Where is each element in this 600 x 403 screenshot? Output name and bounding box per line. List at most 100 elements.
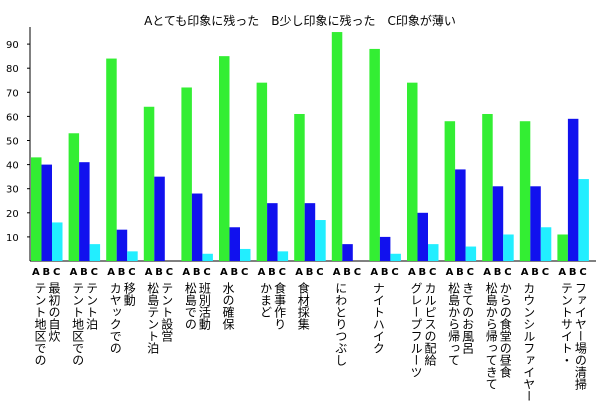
bar-B-8	[342, 244, 353, 261]
group-label-B: B	[231, 267, 239, 278]
group-label-A: A	[333, 267, 341, 278]
category-label-8: にわとりつぶし	[334, 282, 348, 366]
group-label-A: A	[408, 267, 416, 278]
category-label-line: 最初の自炊	[47, 282, 61, 342]
category-label-6: かまど 食事作り	[259, 282, 287, 330]
group-label-C: C	[203, 267, 210, 278]
group-label-A: A	[521, 267, 529, 278]
group-label-B: B	[118, 267, 126, 278]
group-label-A: A	[145, 267, 153, 278]
bar-A-1	[68, 133, 80, 261]
group-label-A: A	[295, 267, 303, 278]
category-label-line: にわとりつぶし	[333, 282, 348, 366]
category-label-line: カヤックでの	[108, 282, 123, 354]
bar-C-1	[89, 244, 101, 261]
bar-B-14	[567, 118, 579, 261]
bar-C-6	[277, 251, 289, 261]
category-label-9: ナイトハイク	[371, 282, 385, 354]
y-tick-label: 80	[6, 64, 19, 75]
group-label-B: B	[268, 267, 276, 278]
group-label-C: C	[241, 267, 248, 278]
category-label-line: テント泊	[84, 282, 99, 330]
group-label-A: A	[182, 267, 190, 278]
y-tick-label: 20	[6, 209, 19, 220]
group-label-B: B	[531, 267, 539, 278]
group-label-B: B	[569, 267, 577, 278]
bar-C-13	[540, 227, 552, 261]
bar-A-5	[219, 56, 230, 262]
category-label-12: 松島から帰ってきて からの食堂の昼食	[484, 282, 512, 390]
category-label-line: 食材採集	[296, 282, 311, 330]
bar-A-12	[482, 113, 493, 262]
bar-B-10	[417, 212, 428, 261]
category-label-line: グレープフルーツ	[409, 282, 423, 378]
bar-A-9	[369, 48, 380, 261]
bar-C-11	[465, 246, 477, 261]
category-label-line: 松島から帰ってきて	[484, 282, 499, 390]
group-label-C: C	[316, 267, 323, 278]
bar-A-8	[331, 32, 343, 261]
group-label-B: B	[343, 267, 351, 278]
bar-B-2	[116, 229, 128, 261]
category-label-line: ナイトハイク	[371, 282, 386, 354]
category-label-line: テント設営	[159, 282, 174, 342]
category-label-line: カルピスの配給	[423, 282, 437, 366]
group-label-C: C	[53, 267, 60, 278]
category-label-line: 松島での	[183, 282, 198, 330]
y-tick-label: 50	[6, 137, 19, 148]
bar-C-5	[240, 248, 251, 261]
group-label-C: C	[354, 267, 361, 278]
category-label-13: カウンシルファイヤー	[522, 282, 536, 402]
bar-B-0	[41, 164, 52, 261]
category-label-line: テントサイト・	[559, 282, 574, 366]
y-tick-label: 70	[6, 88, 19, 99]
group-label-B: B	[155, 267, 163, 278]
category-label-3: 松島テント泊 テント設営	[146, 282, 174, 354]
bar-C-4	[202, 253, 213, 261]
category-label-line: きてのお風呂	[460, 282, 475, 354]
group-label-B: B	[456, 267, 464, 278]
group-label-A: A	[70, 267, 78, 278]
bar-C-12	[503, 234, 514, 261]
category-label-4: 松島での 班別活動	[183, 282, 211, 330]
bar-A-6	[256, 82, 268, 261]
category-label-14: テントサイト・ ファイヤー場の清掃	[559, 282, 587, 390]
category-label-line: ファイヤー場の清掃	[573, 282, 588, 390]
y-tick-label: 40	[6, 161, 19, 172]
bar-A-0	[31, 157, 42, 261]
category-label-line: 移動	[122, 282, 137, 306]
group-label-C: C	[429, 267, 436, 278]
bar-B-3	[154, 176, 165, 261]
group-label-A: A	[258, 267, 266, 278]
chart-bars	[31, 32, 589, 262]
group-label-A: A	[220, 267, 228, 278]
bar-A-3	[143, 106, 155, 261]
bar-C-10	[428, 244, 439, 261]
group-label-B: B	[494, 267, 502, 278]
bar-C-7	[315, 220, 326, 261]
group-label-C: C	[128, 267, 135, 278]
group-label-C: C	[279, 267, 286, 278]
category-label-2: カヤックでの 移動	[108, 282, 136, 354]
category-label-line: テント地区での	[70, 282, 85, 366]
bar-A-10	[407, 82, 418, 261]
bar-B-11	[455, 169, 466, 261]
bar-B-6	[267, 203, 278, 261]
category-label-line: 水の確保	[221, 282, 235, 330]
group-label-C: C	[579, 267, 586, 278]
bar-A-4	[181, 87, 192, 261]
category-label-5: 水の確保	[221, 282, 235, 330]
group-label-C: C	[391, 267, 398, 278]
category-label-line: からの食堂の昼食	[498, 282, 513, 378]
bar-A-2	[106, 58, 117, 262]
group-label-B: B	[43, 267, 51, 278]
group-label-C: C	[504, 267, 511, 278]
bar-C-14	[578, 179, 589, 261]
category-label-line: かまど	[258, 282, 273, 318]
group-label-B: B	[80, 267, 88, 278]
bar-A-7	[294, 113, 305, 262]
chart-legend: Aとても印象に残った B少し印象に残った C印象が薄い	[144, 14, 456, 28]
category-label-1: テント地区での テント泊	[71, 282, 99, 366]
